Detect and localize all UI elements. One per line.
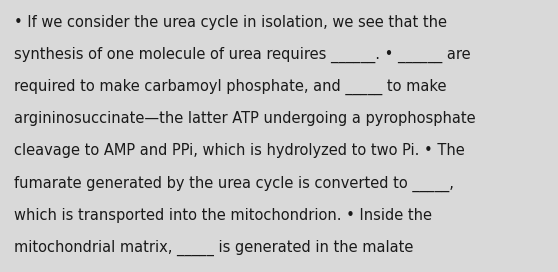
Text: cleavage to AMP and PPi, which is hydrolyzed to two Pi. • The: cleavage to AMP and PPi, which is hydrol…: [14, 143, 465, 158]
Text: argininosuccinate—the latter ATP undergoing a pyrophosphate: argininosuccinate—the latter ATP undergo…: [14, 111, 475, 126]
Text: • If we consider the urea cycle in isolation, we see that the: • If we consider the urea cycle in isola…: [14, 15, 447, 30]
Text: required to make carbamoyl phosphate, and _____ to make: required to make carbamoyl phosphate, an…: [14, 79, 446, 95]
Text: which is transported into the mitochondrion. • Inside the: which is transported into the mitochondr…: [14, 208, 432, 222]
Text: fumarate generated by the urea cycle is converted to _____,: fumarate generated by the urea cycle is …: [14, 175, 454, 192]
Text: synthesis of one molecule of urea requires ______. • ______ are: synthesis of one molecule of urea requir…: [14, 47, 470, 63]
Text: mitochondrial matrix, _____ is generated in the malate: mitochondrial matrix, _____ is generated…: [14, 240, 413, 256]
